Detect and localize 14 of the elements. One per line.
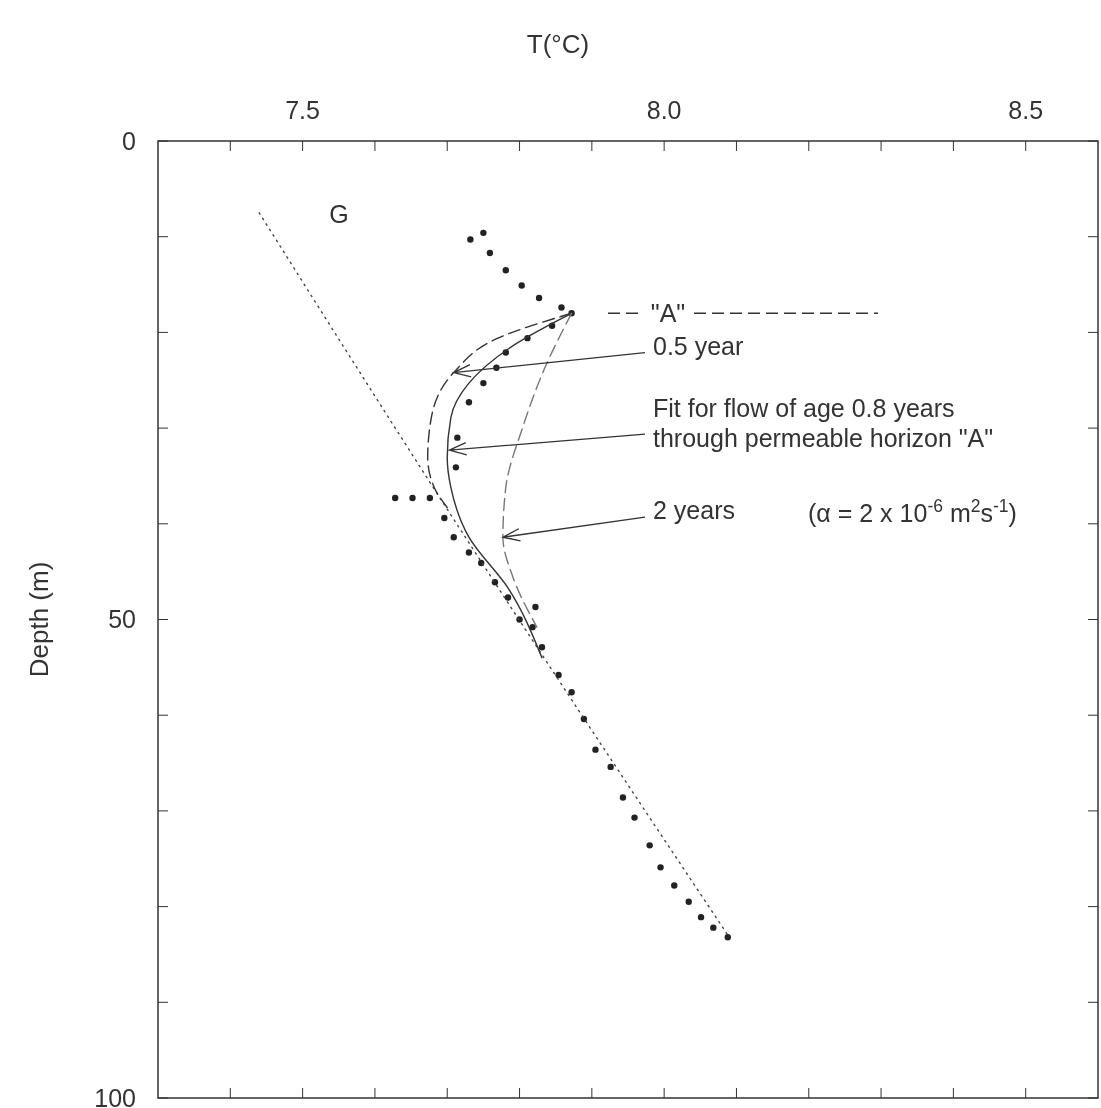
annotation: 0.5 year xyxy=(653,331,744,360)
text: G xyxy=(329,199,349,228)
y-axis-title: Depth (m) xyxy=(24,561,54,678)
annotation: Fit for flow of age 0.8 years through permeable horizon "A" xyxy=(653,394,994,453)
annotation: (α = 2 x 10$^{-6}$ m$^{2}$s$^{-1}$) xyxy=(808,496,1017,528)
x-tick-label: 8.5 xyxy=(1008,96,1044,124)
y-tick-label: 0 xyxy=(122,126,136,155)
y-tick-label: 50 xyxy=(108,605,136,634)
y-tick-label: 100 xyxy=(94,1083,136,1108)
x-tick-label: 8.0 xyxy=(646,96,682,124)
x-axis-title: T(°C) xyxy=(526,29,590,59)
ref-line-label: "A" xyxy=(650,299,686,328)
x-tick-label: 7.5 xyxy=(285,96,320,124)
annotation: 2 years xyxy=(653,496,735,525)
